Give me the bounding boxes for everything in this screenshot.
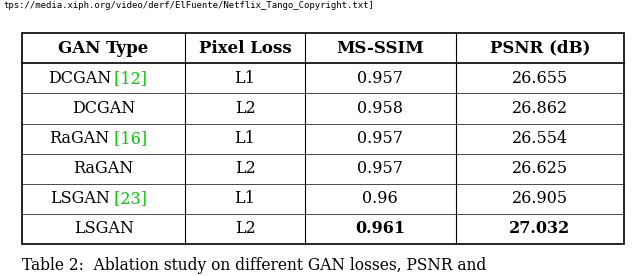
Text: RaGAN: RaGAN [74, 160, 134, 177]
Text: L1: L1 [234, 130, 255, 147]
Text: 26.554: 26.554 [512, 130, 568, 147]
Text: 0.957: 0.957 [357, 130, 403, 147]
Text: 0.958: 0.958 [357, 100, 403, 117]
Text: Table 2:  Ablation study on different GAN losses, PSNR and: Table 2: Ablation study on different GAN… [22, 257, 486, 274]
Text: Pixel Loss: Pixel Loss [198, 40, 291, 57]
Text: [23]: [23] [109, 190, 147, 207]
Text: L2: L2 [235, 100, 255, 117]
Text: 26.862: 26.862 [512, 100, 568, 117]
Text: 27.032: 27.032 [509, 220, 570, 237]
Text: 26.625: 26.625 [512, 160, 568, 177]
Text: 0.96: 0.96 [362, 190, 398, 207]
Text: tps://media.xiph.org/video/derf/ElFuente/Netflix_Tango_Copyright.txt]: tps://media.xiph.org/video/derf/ElFuente… [3, 1, 374, 10]
Text: LSGAN: LSGAN [50, 190, 109, 207]
Text: 0.957: 0.957 [357, 70, 403, 87]
Text: DCGAN: DCGAN [48, 70, 111, 87]
Text: L1: L1 [234, 190, 255, 207]
Text: GAN Type: GAN Type [58, 40, 148, 57]
Text: 0.957: 0.957 [357, 160, 403, 177]
Bar [22, 33, 624, 244]
Text: 26.905: 26.905 [512, 190, 568, 207]
Text: L2: L2 [235, 220, 255, 237]
Text: RaGAN: RaGAN [49, 130, 110, 147]
Text: L1: L1 [234, 70, 255, 87]
Text: L2: L2 [235, 160, 255, 177]
Text: 0.961: 0.961 [355, 220, 405, 237]
Text: DCGAN: DCGAN [72, 100, 135, 117]
Text: [16]: [16] [109, 130, 147, 147]
Text: PSNR (dB): PSNR (dB) [490, 40, 590, 57]
Text: [12]: [12] [109, 70, 147, 87]
Text: MS-SSIM: MS-SSIM [337, 40, 424, 57]
Text: 26.655: 26.655 [511, 70, 568, 87]
Text: LSGAN: LSGAN [74, 220, 134, 237]
